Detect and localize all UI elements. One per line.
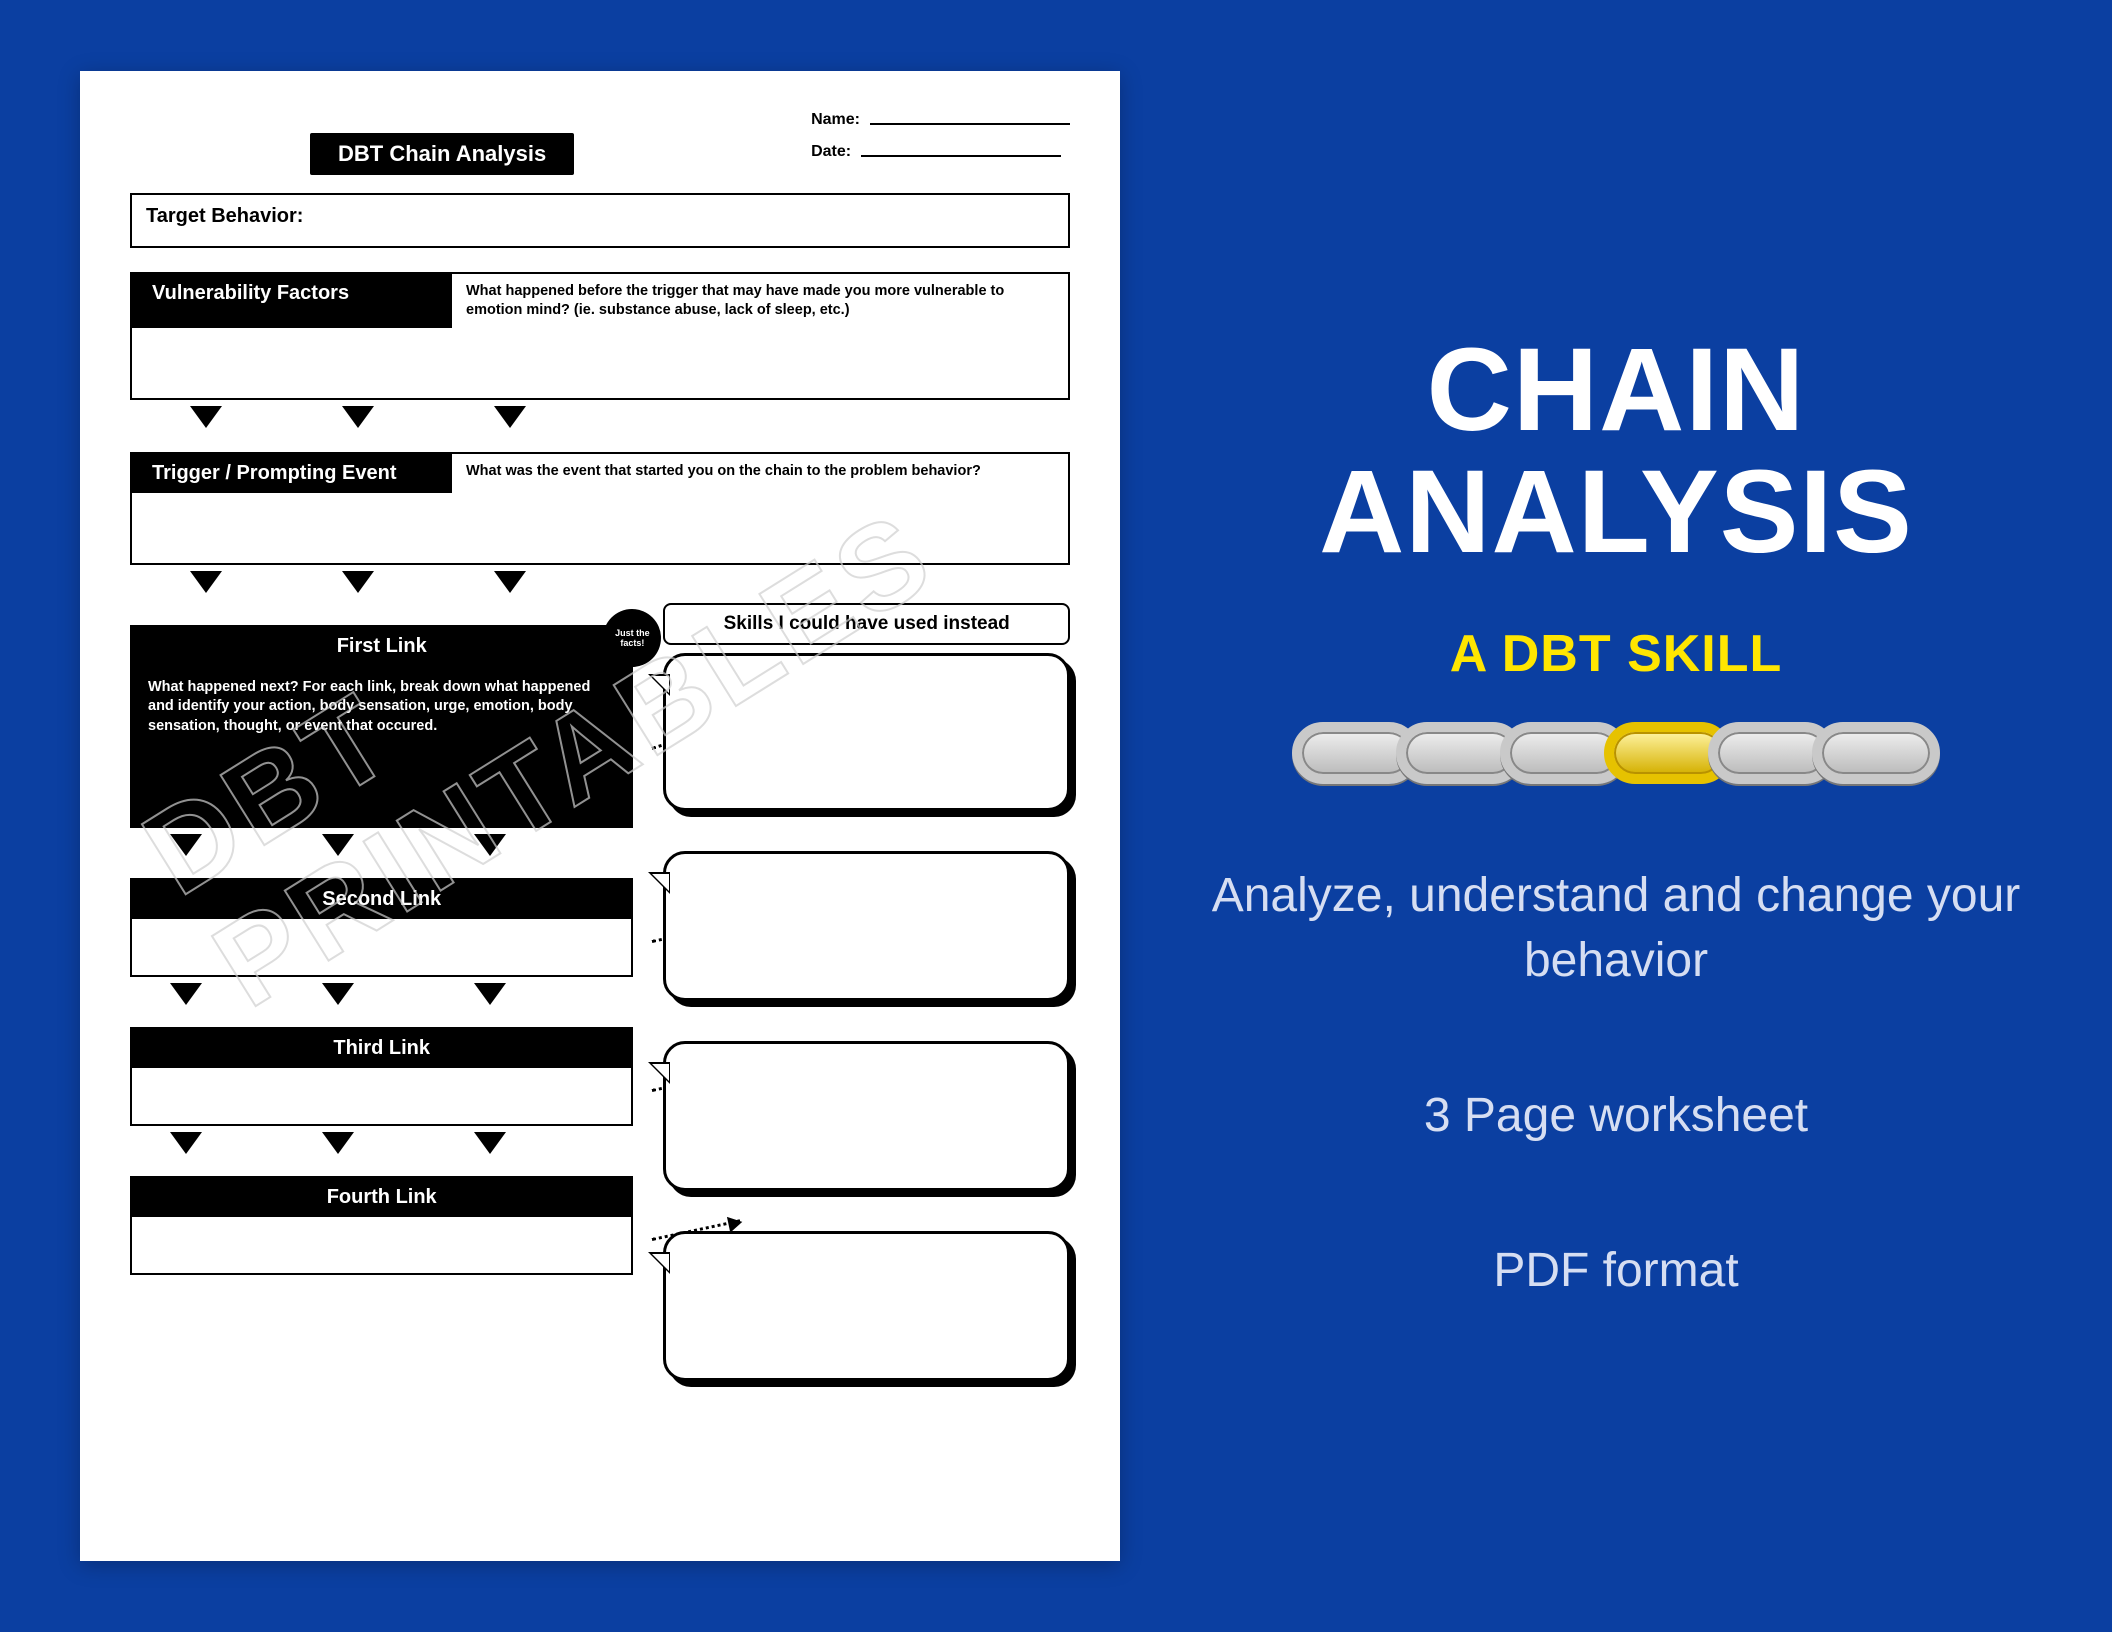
arrows-row	[190, 571, 1070, 593]
skills-bubble[interactable]	[663, 851, 1070, 1001]
name-line[interactable]	[870, 111, 1070, 125]
link-label: Second Link	[132, 880, 631, 919]
promo-title-line2: ANALYSIS	[1319, 446, 1913, 578]
promo-subtitle: A DBT SKILL	[1200, 624, 2032, 684]
facts-badge: Just the facts!	[603, 609, 661, 667]
vulnerability-desc: What happened before the trigger that ma…	[452, 274, 1068, 328]
link-input[interactable]	[132, 1068, 631, 1124]
skills-bubble[interactable]	[663, 1041, 1070, 1191]
arrows-row	[170, 983, 633, 1005]
trigger-label: Trigger / Prompting Event	[132, 454, 452, 493]
chain-link-icon	[1812, 722, 1940, 784]
arrow-down-icon	[494, 571, 526, 593]
arrow-down-icon	[170, 983, 202, 1005]
skills-bubble[interactable]	[663, 1231, 1070, 1381]
arrows-row	[190, 406, 1070, 428]
arrow-down-icon	[342, 406, 374, 428]
link-input[interactable]	[132, 919, 631, 975]
worksheet-header: DBT Chain Analysis Name: Date:	[130, 111, 1070, 175]
arrow-down-icon	[322, 1132, 354, 1154]
first-link-box: First Link What happened next? For each …	[130, 625, 633, 828]
promo-title: CHAIN ANALYSIS	[1200, 329, 2032, 574]
link-box: Third Link	[130, 1027, 633, 1126]
trigger-desc: What was the event that started you on t…	[452, 454, 1068, 493]
first-link-label: First Link	[132, 627, 631, 666]
name-label: Name:	[811, 111, 860, 129]
arrow-down-icon	[190, 406, 222, 428]
arrow-down-icon	[474, 1132, 506, 1154]
arrow-down-icon	[170, 834, 202, 856]
arrow-down-icon	[170, 1132, 202, 1154]
link-box: Second Link	[130, 878, 633, 977]
links-area: First Link What happened next? For each …	[130, 603, 1070, 1381]
date-label: Date:	[811, 143, 851, 161]
trigger-input[interactable]	[132, 493, 1068, 563]
link-label: Third Link	[132, 1029, 631, 1068]
link-label: Fourth Link	[132, 1178, 631, 1217]
vulnerability-label: Vulnerability Factors	[132, 274, 452, 328]
first-link-desc: What happened next? For each link, break…	[132, 666, 631, 826]
arrow-down-icon	[474, 983, 506, 1005]
link-box: Fourth Link	[130, 1176, 633, 1275]
skills-bubble[interactable]	[663, 653, 1070, 811]
vulnerability-section: Vulnerability Factors What happened befo…	[130, 272, 1070, 400]
promo-title-line1: CHAIN	[1427, 324, 1806, 456]
target-label: Target Behavior:	[146, 205, 303, 227]
name-date-block: Name: Date:	[811, 111, 1070, 175]
trigger-section: Trigger / Prompting Event What was the e…	[130, 452, 1070, 565]
arrow-down-icon	[342, 571, 374, 593]
target-behavior-box[interactable]: Target Behavior:	[130, 193, 1070, 248]
chain-icon-row	[1200, 722, 2032, 784]
worksheet-page: DBT Chain Analysis Name: Date: Target Be…	[80, 71, 1120, 1561]
skills-column: Skills I could have used instead	[663, 603, 1070, 1381]
promo-format: PDF format	[1200, 1239, 2032, 1304]
skills-title: Skills I could have used instead	[663, 603, 1070, 645]
links-column: First Link What happened next? For each …	[130, 603, 633, 1381]
arrows-row	[170, 1132, 633, 1154]
worksheet-title: DBT Chain Analysis	[310, 133, 574, 175]
date-line[interactable]	[861, 143, 1061, 157]
promo-panel: CHAIN ANALYSIS A DBT SKILL Analyze, unde…	[1200, 329, 2032, 1304]
arrow-down-icon	[322, 834, 354, 856]
vulnerability-input[interactable]	[132, 328, 1068, 398]
arrows-row	[170, 834, 633, 856]
promo-desc: Analyze, understand and change your beha…	[1200, 864, 2032, 994]
arrow-down-icon	[322, 983, 354, 1005]
promo-pages: 3 Page worksheet	[1200, 1084, 2032, 1149]
arrow-down-icon	[474, 834, 506, 856]
arrow-down-icon	[494, 406, 526, 428]
arrow-down-icon	[190, 571, 222, 593]
link-input[interactable]	[132, 1217, 631, 1273]
